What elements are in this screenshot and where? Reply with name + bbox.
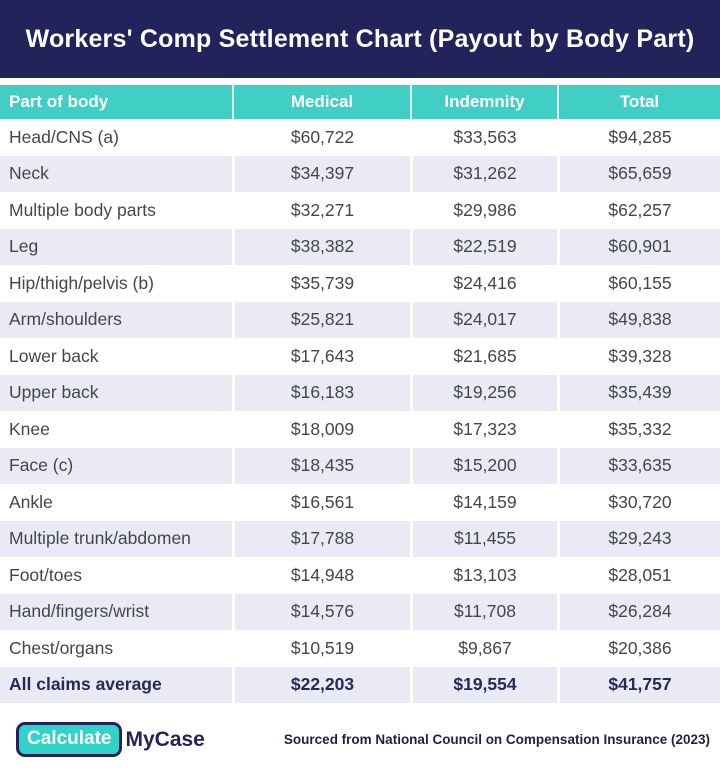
amount-cell: $17,788 <box>232 520 410 557</box>
table-row: All claims average $22,203 $19,554 $41,757 <box>0 666 720 703</box>
table-row: Head/CNS (a) $60,722 $33,563 $94,285 <box>0 119 720 156</box>
amount-cell: $22,519 <box>410 228 557 265</box>
amount-cell: $31,262 <box>410 155 557 192</box>
amount-cell: $14,576 <box>232 593 410 630</box>
body-part-cell: Face (c) <box>0 447 232 484</box>
table-row: Hand/fingers/wrist $14,576 $11,708 $26,284 <box>0 593 720 630</box>
amount-cell: $14,948 <box>232 557 410 594</box>
amount-cell: $29,986 <box>410 192 557 229</box>
body-part-cell: Knee <box>0 411 232 448</box>
amount-cell: $11,708 <box>410 593 557 630</box>
table-row: Hip/thigh/pelvis (b) $35,739 $24,416 $60,15… <box>0 265 720 302</box>
amount-cell: $16,561 <box>232 484 410 521</box>
body-part-cell: All claims average <box>0 666 232 703</box>
amount-cell: $17,643 <box>232 338 410 375</box>
body-part-cell: Multiple body parts <box>0 192 232 229</box>
amount-cell: $28,051 <box>557 557 720 594</box>
amount-cell: $26,284 <box>557 593 720 630</box>
page-title: Workers' Comp Settlement Chart (Payout b… <box>25 24 695 53</box>
body-part-cell: Leg <box>0 228 232 265</box>
amount-cell: $65,659 <box>557 155 720 192</box>
amount-cell: $24,017 <box>410 301 557 338</box>
amount-cell: $62,257 <box>557 192 720 229</box>
table-body: Head/CNS (a) $60,722 $33,563 $94,285 Neck $34… <box>0 119 720 703</box>
source-attribution: Sourced from National Council on Compens… <box>283 732 710 747</box>
amount-cell: $24,416 <box>410 265 557 302</box>
amount-cell: $60,722 <box>232 119 410 156</box>
header-row: Part of body Medical Indemnity Total <box>0 85 720 119</box>
amount-cell: $11,455 <box>410 520 557 557</box>
table-row: Chest/organs $10,519 $9,867 $20,386 <box>0 630 720 667</box>
settlement-table: Part of body Medical Indemnity Total Hea… <box>0 85 720 703</box>
body-part-cell: Upper back <box>0 374 232 411</box>
table-row: Ankle $16,561 $14,159 $30,720 <box>0 484 720 521</box>
amount-cell: $20,386 <box>557 630 720 667</box>
calculatemycase-logo: Calculate MyCase <box>16 722 205 757</box>
table-row: Neck $34,397 $31,262 $65,659 <box>0 155 720 192</box>
body-part-cell: Foot/toes <box>0 557 232 594</box>
table-row: Upper back $16,183 $19,256 $35,439 <box>0 374 720 411</box>
amount-cell: $15,200 <box>410 447 557 484</box>
table-row: Knee $18,009 $17,323 $35,332 <box>0 411 720 448</box>
table-row: Multiple body parts $32,271 $29,986 $62,257 <box>0 192 720 229</box>
logo-text-mycase: MyCase <box>125 727 205 751</box>
body-part-cell: Neck <box>0 155 232 192</box>
amount-cell: $14,159 <box>410 484 557 521</box>
amount-cell: $60,155 <box>557 265 720 302</box>
body-part-cell: Hip/thigh/pelvis (b) <box>0 265 232 302</box>
table-row: Face (c) $18,435 $15,200 $33,635 <box>0 447 720 484</box>
amount-cell: $17,323 <box>410 411 557 448</box>
amount-cell: $38,382 <box>232 228 410 265</box>
body-part-cell: Arm/shoulders <box>0 301 232 338</box>
column-header-indemnity: Indemnity <box>410 85 557 119</box>
amount-cell: $34,397 <box>232 155 410 192</box>
column-header-total: Total <box>557 85 720 119</box>
amount-cell: $29,243 <box>557 520 720 557</box>
amount-cell: $41,757 <box>557 666 720 703</box>
column-header-medical: Medical <box>232 85 410 119</box>
body-part-cell: Chest/organs <box>0 630 232 667</box>
body-part-cell: Hand/fingers/wrist <box>0 593 232 630</box>
amount-cell: $21,685 <box>410 338 557 375</box>
amount-cell: $60,901 <box>557 228 720 265</box>
table-row: Foot/toes $14,948 $13,103 $28,051 <box>0 557 720 594</box>
column-header-part-of-body: Part of body <box>0 85 232 119</box>
amount-cell: $39,328 <box>557 338 720 375</box>
amount-cell: $33,635 <box>557 447 720 484</box>
amount-cell: $19,256 <box>410 374 557 411</box>
amount-cell: $19,554 <box>410 666 557 703</box>
body-part-cell: Multiple trunk/abdomen <box>0 520 232 557</box>
amount-cell: $33,563 <box>410 119 557 156</box>
amount-cell: $35,739 <box>232 265 410 302</box>
amount-cell: $49,838 <box>557 301 720 338</box>
amount-cell: $32,271 <box>232 192 410 229</box>
amount-cell: $18,009 <box>232 411 410 448</box>
body-part-cell: Lower back <box>0 338 232 375</box>
table-row: Lower back $17,643 $21,685 $39,328 <box>0 338 720 375</box>
body-part-cell: Head/CNS (a) <box>0 119 232 156</box>
title-bar: Workers' Comp Settlement Chart (Payout b… <box>0 0 720 78</box>
body-part-cell: Ankle <box>0 484 232 521</box>
amount-cell: $16,183 <box>232 374 410 411</box>
amount-cell: $25,821 <box>232 301 410 338</box>
title-table-gap <box>0 78 720 85</box>
footer: Calculate MyCase Sourced from National C… <box>0 722 720 757</box>
table-row: Multiple trunk/abdomen $17,788 $11,455 $29,… <box>0 520 720 557</box>
table-header: Part of body Medical Indemnity Total <box>0 85 720 119</box>
logo-badge-calculate: Calculate <box>16 722 123 757</box>
amount-cell: $35,439 <box>557 374 720 411</box>
amount-cell: $35,332 <box>557 411 720 448</box>
amount-cell: $22,203 <box>232 666 410 703</box>
amount-cell: $18,435 <box>232 447 410 484</box>
amount-cell: $10,519 <box>232 630 410 667</box>
amount-cell: $30,720 <box>557 484 720 521</box>
amount-cell: $13,103 <box>410 557 557 594</box>
amount-cell: $94,285 <box>557 119 720 156</box>
table-row: Leg $38,382 $22,519 $60,901 <box>0 228 720 265</box>
table-row: Arm/shoulders $25,821 $24,017 $49,838 <box>0 301 720 338</box>
amount-cell: $9,867 <box>410 630 557 667</box>
